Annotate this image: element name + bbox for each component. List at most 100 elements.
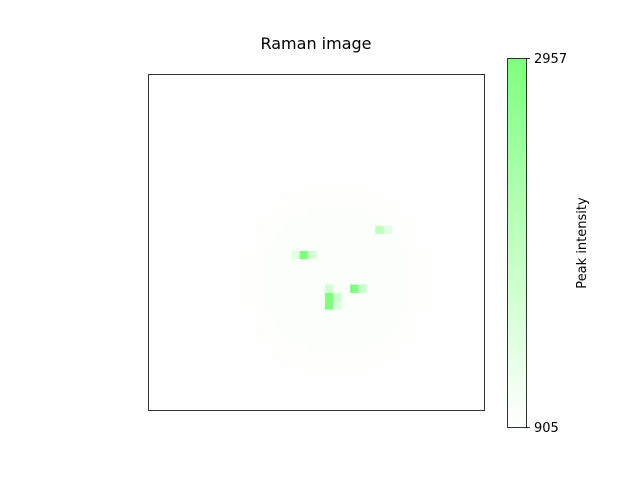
heatmap-cell [148,351,158,361]
heatmap-cell [392,393,401,403]
heatmap-cell [182,175,191,184]
heatmap-cell [417,276,426,285]
heatmap-cell [476,175,485,184]
heatmap-cell [308,284,317,294]
heatmap-cell [240,292,250,302]
heatmap-cell [198,82,208,92]
heatmap-cell [156,217,166,226]
heatmap-cell [165,267,174,277]
heatmap-cell [417,360,426,369]
heatmap-cell [366,99,376,109]
heatmap-cell [274,150,284,159]
heatmap-cell [341,368,351,378]
heatmap-cell [198,284,208,294]
heatmap-cell [358,225,368,235]
heatmap-cell [434,217,443,226]
heatmap-cell [308,360,317,369]
heatmap-cell [274,276,284,285]
heatmap-cell [224,351,233,361]
heatmap-cell [476,276,485,285]
heatmap-cell [350,150,359,159]
heatmap-cell [392,183,401,193]
heatmap-cell [341,267,351,277]
heatmap-cell [232,150,242,159]
heatmap-cell [224,116,233,126]
heatmap-cell [308,309,317,319]
heatmap-cell [249,183,258,193]
heatmap-cell [249,99,258,109]
heatmap-cell [266,217,275,226]
heatmap-cell [425,402,435,411]
heatmap-cell [291,200,300,210]
heatmap-cell [274,183,284,193]
heatmap-cell [308,234,317,243]
heatmap-cell [476,141,485,151]
heatmap-cell [249,234,258,243]
heatmap-cell [459,376,468,386]
heatmap-cell [467,360,477,369]
heatmap-cell [282,360,292,369]
heatmap-cell [366,175,376,184]
heatmap-cell [450,175,460,184]
heatmap-cell [266,318,275,327]
heatmap-cell [282,242,292,252]
heatmap-cell [442,225,452,235]
heatmap-cell [282,91,292,100]
heatmap-cell [207,326,216,336]
heatmap-cell [299,133,309,142]
heatmap-cell [442,376,452,386]
heatmap-cell [400,309,410,319]
heatmap-cell [341,309,351,319]
heatmap-cell [190,91,200,100]
heatmap-cell [198,402,208,411]
heatmap-cell [190,150,200,159]
heatmap-cell [417,133,426,142]
heatmap-cell [467,385,477,394]
heatmap-cell [392,82,401,92]
heatmap-cell [358,133,368,142]
heatmap-cell [425,318,435,327]
heatmap-cell [232,301,242,310]
heatmap-cell [459,326,468,336]
heatmap-cell [434,133,443,142]
heatmap-cell [341,99,351,109]
heatmap-cell [425,82,435,92]
heatmap-cell [324,385,334,394]
heatmap-cell [249,74,258,84]
heatmap-cell [173,402,183,411]
heatmap-cell [375,385,384,394]
heatmap-cell [308,301,317,310]
heatmap-cell [274,360,284,369]
heatmap-cell [257,108,267,117]
heatmap-cell [249,318,258,327]
heatmap-cell [341,82,351,92]
heatmap-cell [173,74,183,84]
heatmap-cell [459,200,468,210]
heatmap-cell [308,141,317,151]
heatmap-cell [215,234,225,243]
heatmap-cell [249,158,258,168]
heatmap-cell [324,368,334,378]
heatmap-cell [442,318,452,327]
heatmap-cell [341,402,351,411]
heatmap-cell [156,259,166,268]
heatmap-cell [375,292,384,302]
heatmap-cell [291,108,300,117]
heatmap-cell [173,309,183,319]
heatmap-cell [350,108,359,117]
heatmap-cell [215,360,225,369]
heatmap-cell [434,301,443,310]
heatmap-cell [375,326,384,336]
heatmap-cell [324,183,334,193]
heatmap-cell [249,250,258,260]
heatmap-cell [366,166,376,176]
heatmap-cell [249,309,258,319]
heatmap-cell [299,402,309,411]
heatmap-cell [198,376,208,386]
heatmap-cell [425,124,435,134]
heatmap-cell [375,141,384,151]
heatmap-cell [274,242,284,252]
heatmap-cell [476,334,485,344]
heatmap-cell [450,225,460,235]
heatmap-cell [291,376,300,386]
